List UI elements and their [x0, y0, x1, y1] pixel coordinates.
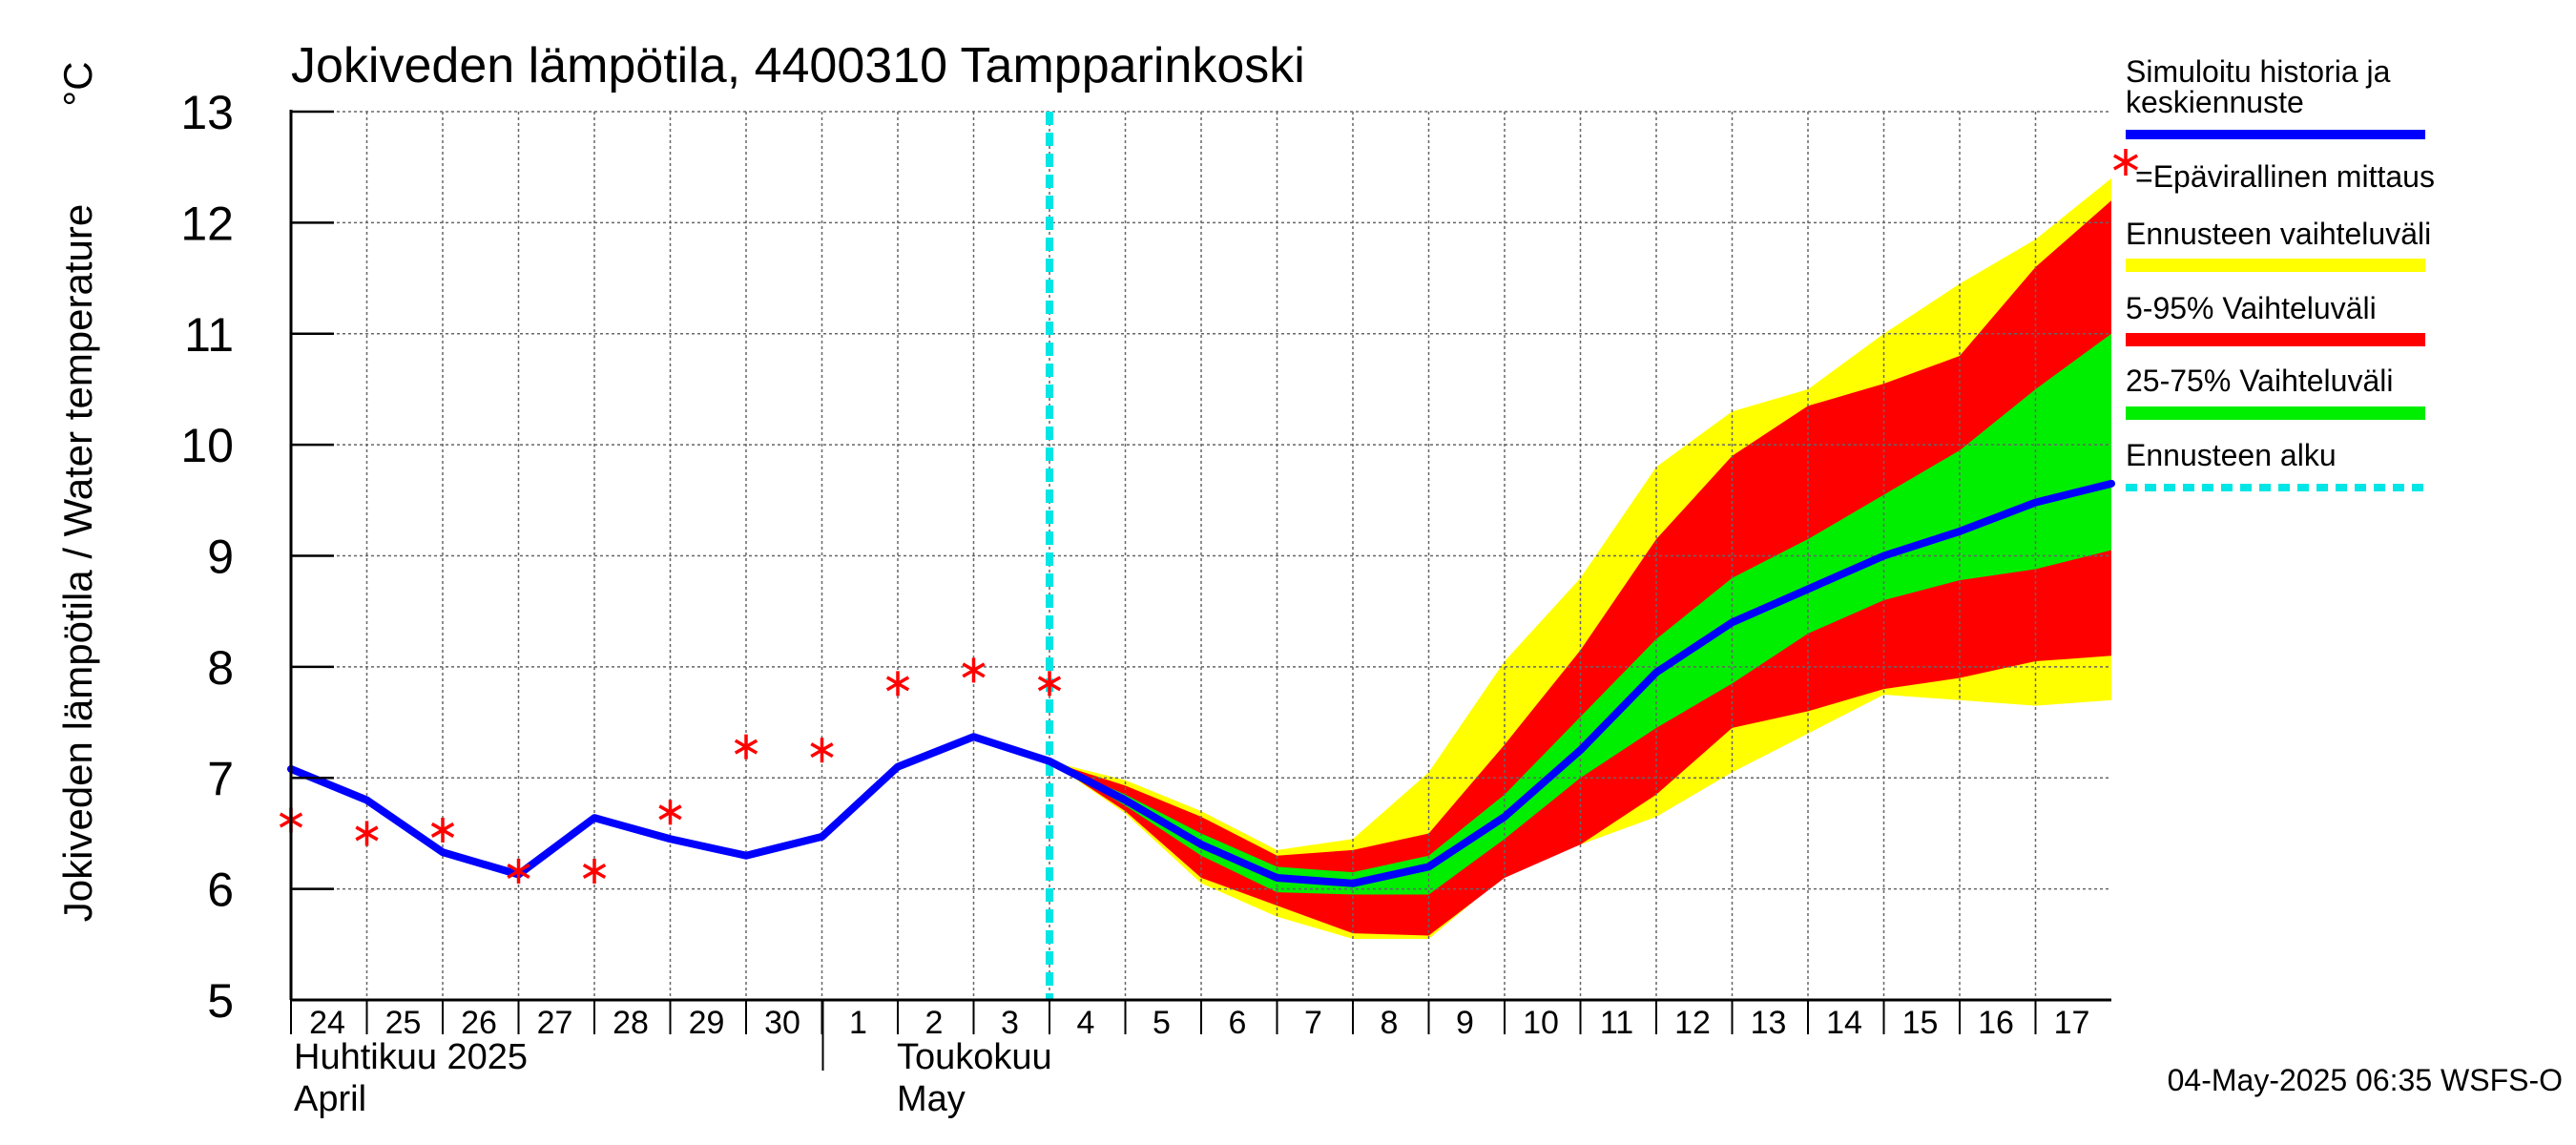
y-tick-label: 9	[207, 531, 234, 584]
y-tick-label: 11	[184, 308, 234, 362]
measurement-point	[658, 800, 682, 825]
measurement-point	[355, 821, 379, 846]
measurement-point	[582, 859, 607, 885]
measurement-point	[507, 859, 530, 885]
axes	[289, 110, 2111, 1071]
x-tick-label: 16	[1978, 1005, 2014, 1041]
x-tick-label: 4	[1077, 1005, 1095, 1041]
x-tick-label: 27	[537, 1005, 573, 1041]
x-tick-label: 30	[764, 1005, 800, 1041]
series-lines	[279, 112, 2115, 1000]
month-label-may-en: May	[897, 1079, 966, 1119]
measurement-point	[885, 671, 910, 697]
x-tick-label: 15	[1902, 1005, 1939, 1041]
measurement-point	[1037, 671, 1062, 697]
legend-history-label-2: keskiennuste	[2126, 85, 2304, 119]
month-label-may-fi: Toukokuu	[897, 1037, 1052, 1077]
legend: Simuloitu historia ja keskiennuste =Epäv…	[2113, 54, 2435, 491]
legend-measurement-marker	[2113, 149, 2138, 176]
measurement-point	[734, 734, 758, 760]
x-tick-label: 11	[1600, 1005, 1633, 1041]
x-tick-label: 25	[385, 1005, 422, 1041]
x-tick-label: 10	[1523, 1005, 1559, 1041]
x-tick-label: 13	[1751, 1005, 1787, 1041]
legend-measurement-label: =Epävirallinen mittaus	[2135, 159, 2435, 194]
x-tick-label: 5	[1153, 1005, 1171, 1041]
legend-star-mark	[2113, 149, 2138, 176]
measurement-point	[810, 738, 834, 763]
x-tick-label: 3	[1001, 1005, 1019, 1041]
legend-forecast-start-label: Ennusteen alku	[2126, 438, 2337, 472]
month-label-april-fi: Huhtikuu 2025	[294, 1037, 528, 1077]
x-tick-label: 28	[613, 1005, 649, 1041]
x-tick-label: 8	[1381, 1005, 1399, 1041]
y-tick-label: 10	[180, 419, 234, 472]
legend-range-label: Ennusteen vaihteluväli	[2126, 217, 2431, 251]
chart-title: Jokiveden lämpötila, 4400310 Tampparinko…	[291, 38, 1305, 94]
x-tick-label: 24	[309, 1005, 345, 1041]
series-line-simulated	[287, 479, 2115, 887]
y-tick-label: 7	[207, 752, 234, 805]
y-tick-label: 13	[180, 86, 234, 139]
x-tick-label: 2	[925, 1005, 944, 1041]
legend-p5-95-label: 5-95% Vaihteluväli	[2126, 291, 2377, 325]
x-tick-label: 17	[2054, 1005, 2090, 1041]
x-tick-label: 7	[1304, 1005, 1322, 1041]
y-tick-label: 6	[207, 864, 234, 917]
measurement-point	[430, 817, 455, 843]
y-axis-label: Jokiveden lämpötila / Water temperature	[55, 204, 100, 922]
month-label-april-en: April	[294, 1079, 366, 1119]
legend-history-label-1: Simuloitu historia ja	[2126, 54, 2391, 89]
x-tick-label: 12	[1674, 1005, 1711, 1041]
x-tick-label: 14	[1826, 1005, 1862, 1041]
band-forecast-range	[1049, 177, 2111, 939]
x-tick-label: 29	[689, 1005, 725, 1041]
measurement-point	[962, 657, 986, 683]
x-tick-label: 1	[849, 1005, 867, 1041]
x-tick-label: 6	[1229, 1005, 1247, 1041]
y-tick-label: 12	[180, 197, 234, 250]
grid	[291, 111, 2111, 1000]
x-tick-label: 26	[461, 1005, 497, 1041]
timestamp: 04-May-2025 06:35 WSFS-O	[2168, 1063, 2563, 1097]
legend-p25-75-label: 25-75% Vaihteluväli	[2126, 364, 2393, 398]
x-tick-label: 9	[1456, 1005, 1474, 1041]
y-axis-unit: °C	[55, 61, 100, 106]
y-tick-label: 8	[207, 641, 234, 695]
y-tick-label: 5	[207, 974, 234, 1028]
